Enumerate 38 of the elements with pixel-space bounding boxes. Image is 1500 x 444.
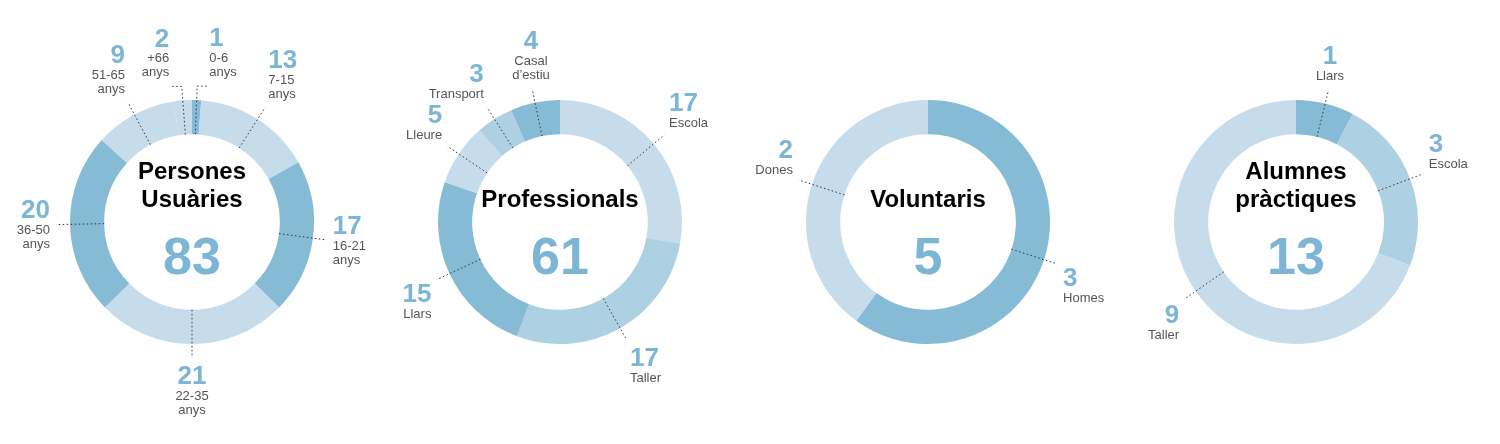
data-label: 15 bbox=[402, 278, 432, 309]
slice-label: Escola bbox=[1428, 155, 1469, 171]
data-label: 20 bbox=[21, 193, 51, 224]
slice-label: 36-50 anys bbox=[16, 221, 51, 251]
data-label: 9 bbox=[1164, 298, 1180, 329]
slice-label: 7-15 anys bbox=[268, 72, 297, 102]
data-label: 2 bbox=[154, 22, 170, 53]
data-label: 3 bbox=[1428, 127, 1444, 158]
slice-label: Taller bbox=[1148, 326, 1180, 342]
slice-label: 0-6 anys bbox=[209, 50, 238, 80]
slice-label: Lleure bbox=[406, 126, 443, 142]
slice-label: +66 anys bbox=[141, 50, 170, 80]
text: 5 bbox=[913, 227, 943, 286]
slice-label: 22-35 anys bbox=[175, 388, 209, 418]
data-label: 17 bbox=[629, 341, 659, 372]
data-label: 4 bbox=[523, 25, 539, 56]
data-label: 2 bbox=[778, 134, 793, 165]
text: 61 bbox=[531, 227, 589, 286]
text: Professionals bbox=[481, 184, 639, 212]
data-label: 17 bbox=[332, 209, 362, 240]
slice-label: 16-21 anys bbox=[332, 237, 367, 267]
data-label: 13 bbox=[268, 44, 298, 75]
slice-label: Llars bbox=[1315, 68, 1345, 84]
text: Persones Usuàries bbox=[137, 156, 247, 212]
data-label: 1 bbox=[1322, 40, 1338, 71]
text: Voluntaris bbox=[870, 184, 986, 212]
text: Alumnes pràctiques bbox=[1235, 156, 1357, 212]
data-label: 17 bbox=[669, 87, 698, 118]
text: 83 bbox=[163, 227, 221, 286]
slice-label: Escola bbox=[669, 115, 709, 131]
slice-label: Llars bbox=[403, 306, 432, 322]
data-label: 1 bbox=[209, 22, 224, 53]
slice-label: Dones bbox=[755, 162, 794, 178]
slice-label: Casal d’estiu bbox=[512, 53, 550, 83]
slice-label: Taller bbox=[629, 369, 662, 385]
data-label: 21 bbox=[177, 360, 207, 391]
text: 13 bbox=[1267, 227, 1325, 286]
data-label: 3 bbox=[469, 58, 484, 89]
